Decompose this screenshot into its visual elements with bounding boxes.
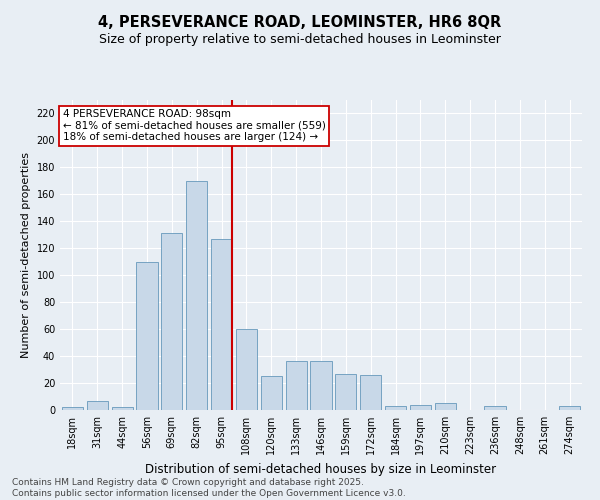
Bar	[211, 239, 232, 410]
Bar	[360, 375, 381, 410]
Bar	[112, 408, 133, 410]
Bar	[559, 406, 580, 410]
Bar	[62, 408, 83, 410]
Bar	[136, 262, 158, 410]
Bar	[385, 406, 406, 410]
Y-axis label: Number of semi-detached properties: Number of semi-detached properties	[21, 152, 31, 358]
Bar	[335, 374, 356, 410]
X-axis label: Distribution of semi-detached houses by size in Leominster: Distribution of semi-detached houses by …	[145, 462, 497, 475]
Bar	[236, 329, 257, 410]
Text: 4 PERSEVERANCE ROAD: 98sqm
← 81% of semi-detached houses are smaller (559)
18% o: 4 PERSEVERANCE ROAD: 98sqm ← 81% of semi…	[62, 110, 325, 142]
Bar	[410, 404, 431, 410]
Text: Size of property relative to semi-detached houses in Leominster: Size of property relative to semi-detach…	[99, 32, 501, 46]
Bar	[261, 376, 282, 410]
Bar	[286, 362, 307, 410]
Bar	[161, 234, 182, 410]
Text: Contains HM Land Registry data © Crown copyright and database right 2025.
Contai: Contains HM Land Registry data © Crown c…	[12, 478, 406, 498]
Bar	[87, 400, 108, 410]
Bar	[186, 181, 207, 410]
Text: 4, PERSEVERANCE ROAD, LEOMINSTER, HR6 8QR: 4, PERSEVERANCE ROAD, LEOMINSTER, HR6 8Q…	[98, 15, 502, 30]
Bar	[435, 404, 456, 410]
Bar	[484, 406, 506, 410]
Bar	[310, 362, 332, 410]
